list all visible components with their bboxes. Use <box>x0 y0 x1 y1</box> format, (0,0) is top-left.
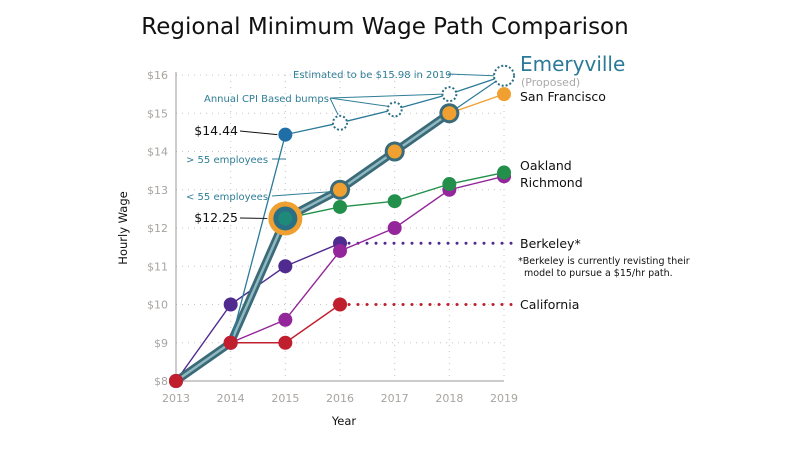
berkeley-footnote-line1: *Berkeley is currently revisting their <box>518 256 690 267</box>
leader-high <box>239 130 278 136</box>
chart-title: Regional Minimum Wage Path Comparison <box>141 14 628 40</box>
y-tick-label: $15 <box>147 107 168 120</box>
marker-san-francisco <box>497 87 512 102</box>
annotation-low-value: $12.25 <box>194 210 238 225</box>
x-tick-label: 2014 <box>217 392 245 405</box>
leader-cpi <box>329 97 339 116</box>
legend-berkeley: Berkeley* <box>520 236 581 251</box>
marker-richmond <box>333 243 348 258</box>
x-tick-label: 2017 <box>381 392 409 405</box>
legend-richmond: Richmond <box>520 175 583 190</box>
line-emeryville-under-55 <box>449 75 505 114</box>
marker-san-francisco <box>387 144 402 159</box>
y-tick-label: $14 <box>147 146 168 159</box>
berkeley-footnote-line2: model to pursue a $15/hr path. <box>524 268 673 279</box>
marker-2015-center <box>278 211 293 226</box>
y-tick-label: $13 <box>147 184 168 197</box>
marker-emeryville-estimated <box>493 64 516 87</box>
leader-cpi <box>329 97 389 107</box>
line-under-55-inner <box>175 112 451 383</box>
y-tick-label: $9 <box>154 337 168 350</box>
annotations: $14.44 $12.25 > 55 employees < 55 employees… <box>186 70 495 225</box>
axes: $8 $9 $10 $11 $12 $13 $14 $15 $16 2013 2014 2015 201… <box>147 69 518 405</box>
legend-oakland: Oakland <box>520 158 572 173</box>
y-tick-label: $8 <box>154 375 168 388</box>
annotation-estimate: Estimated to be $15.98 in 2019 <box>293 70 452 81</box>
annotation-cpi: Annual CPI Based bumps <box>204 94 329 105</box>
line-under-55-outer <box>173 109 452 385</box>
y-axis-label: Hourly Wage <box>116 191 130 264</box>
y-tick-label: $10 <box>147 299 168 312</box>
leader-estimate <box>447 73 495 77</box>
y-tick-label: $16 <box>147 69 168 82</box>
marker-san-francisco <box>333 182 348 197</box>
marker-richmond <box>387 221 402 235</box>
series-layer <box>169 64 516 388</box>
leader-under-55 <box>271 191 331 197</box>
marker-san-francisco <box>442 106 457 121</box>
marker-california <box>169 374 183 388</box>
marker-emeryville <box>278 127 293 142</box>
marker-richmond <box>278 312 293 327</box>
marker-berkeley <box>223 297 238 312</box>
x-tick-label: 2013 <box>162 392 190 405</box>
annotation-over-55: > 55 employees <box>186 155 268 166</box>
marker-california <box>278 335 293 350</box>
marker-california <box>223 335 238 350</box>
leader-cpi <box>329 93 444 99</box>
line-emeryville <box>230 75 505 343</box>
legend-california: California <box>520 297 579 312</box>
marker-berkeley <box>278 259 293 274</box>
y-tick-label: $11 <box>147 260 168 273</box>
marker-california <box>333 297 348 312</box>
annotation-under-55: < 55 employees <box>186 192 268 203</box>
legend-proposed: (Proposed) <box>521 76 580 89</box>
marker-emeryville-estimated <box>332 114 349 131</box>
x-tick-label: 2018 <box>435 392 463 405</box>
y-tick-label: $12 <box>147 222 168 235</box>
marker-oakland <box>333 199 348 214</box>
legend-san-francisco: San Francisco <box>520 89 606 104</box>
x-axis-label: Year <box>331 414 357 428</box>
x-tick-label: 2016 <box>326 392 354 405</box>
marker-emeryville-estimated <box>386 101 403 118</box>
marker-oakland <box>442 177 457 192</box>
x-tick-label: 2019 <box>490 392 518 405</box>
x-tick-label: 2015 <box>271 392 299 405</box>
marker-emeryville-estimated <box>441 86 458 103</box>
legend-emeryville: Emeryville <box>520 52 625 76</box>
annotation-high-value: $14.44 <box>194 123 238 138</box>
marker-oakland <box>387 194 402 209</box>
marker-oakland <box>497 165 512 180</box>
